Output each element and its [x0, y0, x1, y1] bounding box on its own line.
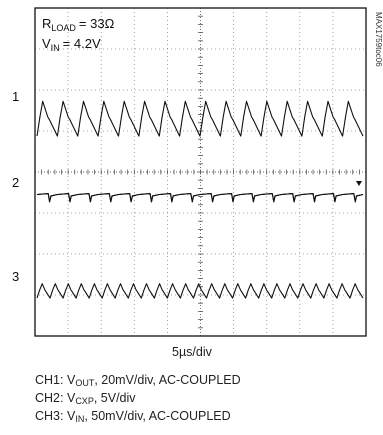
waveform-traces — [36, 100, 364, 299]
caption-ch3: CH3: VIN, 50mV/div, AC-COUPLED — [35, 409, 231, 424]
trace-ch2-overlay — [36, 193, 364, 203]
trace-ch3 — [36, 283, 364, 299]
channel-marker-3: 3 — [12, 269, 19, 284]
x-scale-label: 5µs/div — [172, 345, 212, 359]
scope-grid — [35, 8, 366, 336]
figure-id-label: MAX1759toc06 — [374, 12, 383, 67]
ch2-ground-marker — [356, 181, 362, 186]
rload-label: RLOAD = 33Ω — [42, 16, 115, 33]
vin-label: VIN = 4.2V — [42, 36, 101, 53]
caption-ch2: CH2: VCXP, 5V/div — [35, 391, 136, 406]
plot-frame — [34, 7, 367, 337]
caption-ch1: CH1: VOUT, 20mV/div, AC-COUPLED — [35, 373, 241, 388]
channel-marker-2: 2 — [12, 175, 19, 190]
channel-marker-1: 1 — [12, 89, 19, 104]
trace-ch1 — [36, 100, 364, 137]
